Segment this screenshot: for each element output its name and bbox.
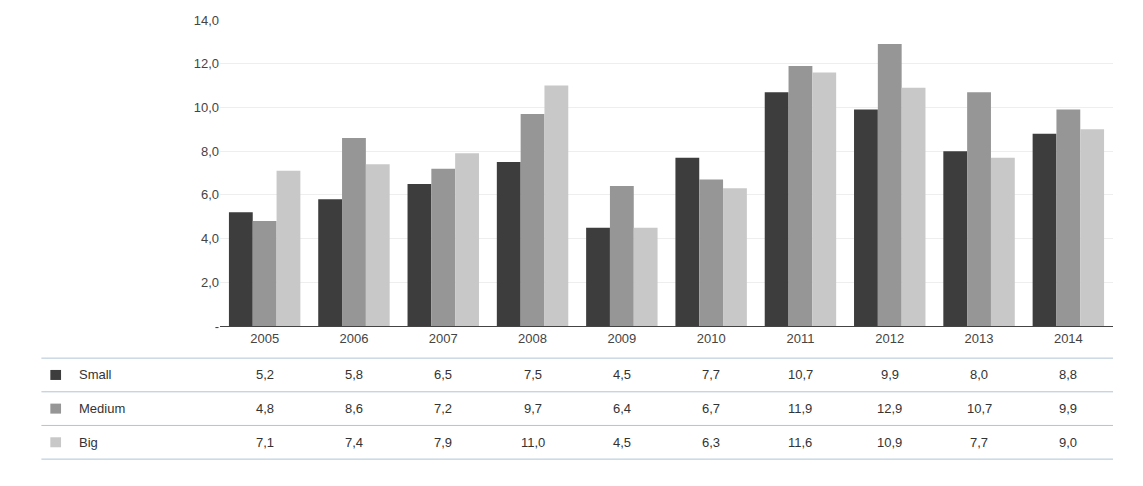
svg-text:10,9: 10,9 [877, 435, 902, 450]
svg-text:2009: 2009 [607, 331, 636, 346]
svg-text:5,2: 5,2 [256, 367, 274, 382]
svg-text:12,0: 12,0 [194, 56, 219, 71]
svg-text:11,0: 11,0 [521, 435, 545, 450]
svg-text:2014: 2014 [1054, 331, 1083, 346]
svg-text:5,8: 5,8 [345, 367, 363, 382]
svg-text:14,0: 14,0 [194, 13, 219, 28]
svg-text:7,9: 7,9 [434, 435, 452, 450]
svg-text:9,9: 9,9 [1059, 401, 1077, 416]
svg-text:4,5: 4,5 [613, 435, 631, 450]
svg-text:2005: 2005 [250, 331, 279, 346]
svg-text:10,0: 10,0 [194, 100, 219, 115]
svg-text:9,9: 9,9 [881, 367, 899, 382]
svg-text:9,0: 9,0 [1059, 435, 1077, 450]
svg-text:9,7: 9,7 [524, 401, 542, 416]
svg-text:4,0: 4,0 [201, 231, 219, 246]
svg-text:12,9: 12,9 [877, 401, 902, 416]
svg-text:11,9: 11,9 [788, 401, 812, 416]
svg-text:2008: 2008 [518, 331, 547, 346]
svg-text:Medium: Medium [79, 401, 125, 416]
svg-text:7,5: 7,5 [524, 367, 542, 382]
svg-text:6,7: 6,7 [702, 401, 720, 416]
svg-text:-: - [215, 319, 219, 334]
svg-text:10,7: 10,7 [967, 401, 992, 416]
svg-text:11,6: 11,6 [788, 435, 812, 450]
svg-text:4,8: 4,8 [256, 401, 274, 416]
svg-text:8,0: 8,0 [201, 144, 219, 159]
svg-text:7,7: 7,7 [970, 435, 988, 450]
svg-text:7,2: 7,2 [434, 401, 452, 416]
svg-text:2010: 2010 [697, 331, 726, 346]
svg-text:2011: 2011 [786, 331, 814, 346]
svg-text:Big: Big [79, 435, 98, 450]
svg-text:Small: Small [79, 367, 112, 382]
svg-text:2007: 2007 [429, 331, 458, 346]
svg-text:6,0: 6,0 [201, 187, 219, 202]
svg-text:7,4: 7,4 [345, 435, 363, 450]
svg-text:2012: 2012 [875, 331, 904, 346]
svg-text:2006: 2006 [339, 331, 368, 346]
svg-text:7,1: 7,1 [256, 435, 274, 450]
svg-text:2,0: 2,0 [201, 275, 219, 290]
svg-text:8,8: 8,8 [1059, 367, 1077, 382]
svg-text:7,7: 7,7 [702, 367, 720, 382]
svg-text:10,7: 10,7 [788, 367, 813, 382]
svg-text:8,0: 8,0 [970, 367, 988, 382]
svg-text:6,5: 6,5 [434, 367, 452, 382]
svg-text:8,6: 8,6 [345, 401, 363, 416]
svg-text:6,4: 6,4 [613, 401, 631, 416]
svg-text:2013: 2013 [965, 331, 994, 346]
svg-text:6,3: 6,3 [702, 435, 720, 450]
svg-text:4,5: 4,5 [613, 367, 631, 382]
